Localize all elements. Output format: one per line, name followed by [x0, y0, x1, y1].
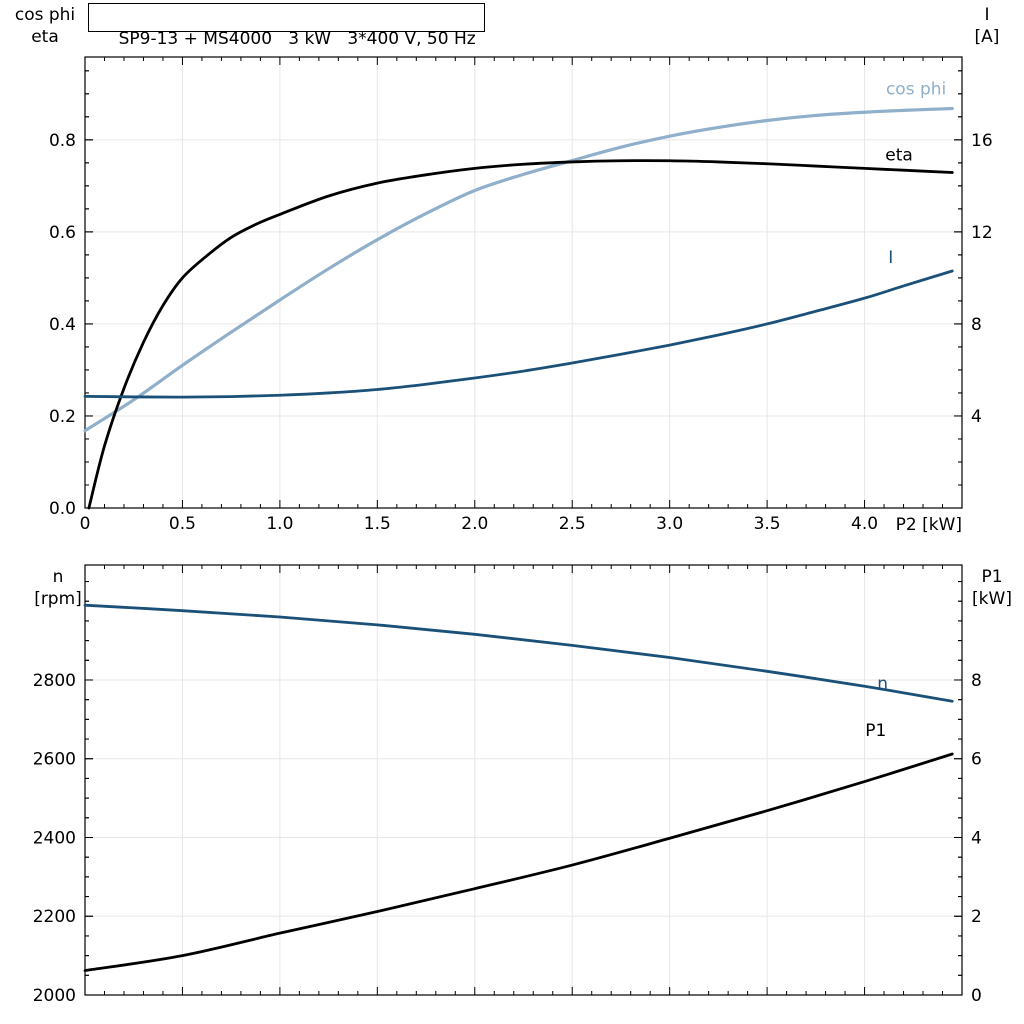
- x-tick-label: 2.0: [461, 514, 488, 534]
- y-left-tick-label: 0.4: [49, 315, 76, 335]
- x-tick-label: 1.5: [364, 514, 391, 534]
- x-tick-label: 3.0: [656, 514, 683, 534]
- plot-border: [84, 56, 963, 509]
- series-n-curve: [83, 603, 954, 703]
- y-left-tick-label: 2400: [33, 828, 76, 848]
- series-label-cos-phi: cos phi: [886, 80, 946, 100]
- y-left-tick-label: 2600: [33, 750, 76, 770]
- x-tick-label: 1.0: [266, 514, 293, 534]
- y-left-tick-label: 0.0: [49, 499, 76, 519]
- x-tick-label: 3.5: [754, 514, 781, 534]
- lower-chart: 2000 2200 2400 2600 2800 0 2 4 6 8 n P1: [33, 564, 982, 1006]
- upper-right-axis-title: I [A]: [956, 4, 1018, 48]
- input-power-axis-unit: [kW]: [972, 589, 1012, 609]
- x-tick-label: 0: [80, 514, 91, 534]
- y-right-tick-label: 6: [971, 750, 982, 770]
- series-label-i: I: [888, 248, 893, 268]
- series-cos-phi-curve: [83, 106, 954, 433]
- y-left-tick-label: 2200: [33, 907, 76, 927]
- lower-right-axis-title: P1 [kW]: [960, 566, 1024, 610]
- speed-axis-label: n: [52, 567, 64, 587]
- x-axis-title: P2 [kW]: [895, 515, 962, 535]
- y-left-tick-label: 0.2: [49, 407, 76, 427]
- upper-chart: 0 0.5 1.0 1.5 2.0 2.5 3.0 3.5 4.0 0.0 0.2 0.4 0.6 0.8…: [49, 56, 993, 534]
- y-right-tick-label: 2: [971, 907, 982, 927]
- series-i-curve: [83, 269, 954, 399]
- y-left-tick-label: 2800: [33, 671, 76, 691]
- y-left-tick-label: 0.6: [49, 223, 76, 243]
- current-axis-label: I: [984, 5, 990, 25]
- y-right-tick-label: 4: [971, 407, 982, 427]
- series-label-p1: P1: [865, 721, 886, 741]
- speed-axis-unit: [rpm]: [34, 589, 82, 609]
- x-tick-label: 4.0: [851, 514, 878, 534]
- y-left-tick-label: 0.8: [49, 131, 76, 151]
- eta-axis-label: eta: [31, 27, 59, 47]
- series-label-n: n: [877, 674, 888, 694]
- cos-phi-axis-label: cos phi: [14, 5, 76, 25]
- y-right-tick-label: 4: [971, 828, 982, 848]
- y-left-tick-label: 2000: [33, 986, 76, 1006]
- y-right-tick-label: 12: [971, 223, 993, 243]
- chart-title-box: SP9-13 + MS4000 3 kW 3*400 V, 50 Hz: [88, 3, 485, 49]
- y-right-tick-label: 8: [971, 671, 982, 691]
- input-power-axis-label: P1: [981, 567, 1003, 587]
- lower-left-axis-title: n [rpm]: [20, 566, 96, 610]
- y-right-tick-label: 0: [971, 986, 982, 1006]
- series-label-eta: eta: [885, 146, 913, 166]
- current-axis-unit: [A]: [974, 27, 1000, 47]
- x-tick-label: 0.5: [169, 514, 196, 534]
- upper-left-axis-title: cos phi eta: [5, 4, 85, 48]
- series-p1-curve: [83, 752, 954, 972]
- x-tick-label: 2.5: [559, 514, 586, 534]
- plot-border: [84, 564, 963, 996]
- y-right-tick-label: 16: [971, 131, 993, 151]
- y-right-tick-label: 8: [971, 315, 982, 335]
- chart-title: SP9-13 + MS4000 3 kW 3*400 V, 50 Hz: [118, 29, 476, 49]
- series-eta-curve: [87, 159, 954, 510]
